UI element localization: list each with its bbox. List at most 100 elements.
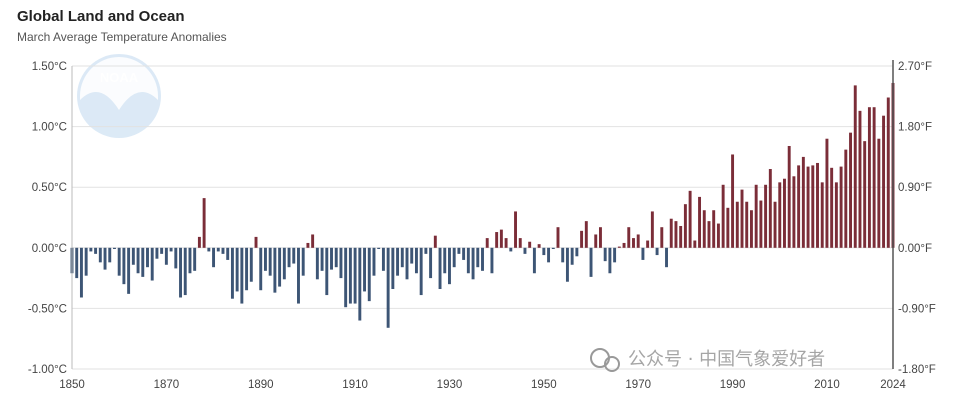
bar-1863: [131, 247, 135, 265]
bar-1862: [127, 247, 131, 294]
bar-1955: [565, 247, 569, 282]
bar-1913: [367, 247, 371, 302]
bar-2013: [839, 166, 843, 248]
bar-1875: [188, 247, 192, 274]
bar-1944: [514, 211, 517, 248]
bar-1877: [197, 236, 201, 248]
bar-2019: [867, 107, 871, 248]
bar-2005: [801, 156, 805, 248]
bar-1974: [655, 247, 659, 256]
bar-1911: [358, 247, 362, 321]
bar-1940: [495, 232, 499, 248]
bar-1962: [598, 227, 602, 248]
bar-1886: [240, 247, 244, 304]
bar-1946: [523, 247, 527, 254]
x-tick-label: 2024: [880, 379, 906, 391]
x-tick-label: 1890: [248, 379, 274, 391]
bar-1861: [122, 247, 126, 285]
bar-2004: [797, 165, 801, 248]
bar-2007: [811, 165, 815, 248]
bar-1873: [179, 247, 182, 298]
y-tick-label-left: 0.00°C: [32, 243, 67, 255]
x-tick-label: 1850: [59, 379, 85, 391]
watermark-text: 公众号 · 中国气象爱好者: [628, 349, 825, 370]
bar-1950: [542, 247, 546, 256]
bar-1888: [249, 247, 253, 282]
bar-1964: [608, 247, 612, 274]
bar-1923: [414, 247, 418, 274]
x-tick-label: 1910: [342, 379, 368, 391]
bar-1999: [773, 201, 777, 248]
bar-1933: [462, 247, 466, 260]
bar-1912: [363, 247, 367, 292]
bar-1902: [315, 247, 319, 280]
bar-1971: [641, 247, 645, 260]
bar-1867: [150, 247, 154, 281]
bar-1909: [348, 247, 352, 304]
bar-1894: [278, 247, 282, 287]
bar-1899: [301, 247, 305, 276]
bar-1958: [580, 230, 584, 248]
bar-1970: [636, 234, 640, 248]
x-tick-label: 1990: [720, 379, 746, 391]
bar-1966: [617, 246, 621, 248]
bar-1965: [613, 247, 617, 263]
bar-2016: [853, 85, 857, 248]
bar-1897: [292, 247, 296, 264]
bar-2018: [863, 141, 867, 248]
bar-1960: [589, 247, 593, 277]
bar-1952: [551, 247, 555, 250]
chart-title: Global Land and Ocean: [17, 8, 185, 25]
bar-1989: [726, 207, 730, 248]
bar-1882: [221, 247, 225, 254]
bar-1883: [226, 247, 230, 260]
bar-1982: [693, 240, 697, 248]
y-tick-label-right: 1.80°F: [898, 122, 932, 134]
bar-2020: [872, 107, 876, 248]
chart-subtitle: March Average Temperature Anomalies: [17, 30, 227, 44]
bar-1995: [754, 184, 758, 248]
y-tick-label-left: -0.50°C: [28, 303, 67, 315]
y-tick-label-left: 1.00°C: [32, 122, 67, 134]
bar-1855: [94, 247, 98, 254]
bar-1880: [212, 247, 216, 268]
bar-1891: [263, 247, 267, 271]
bar-1932: [457, 247, 461, 254]
bar-1991: [735, 201, 739, 248]
bar-1979: [679, 225, 683, 248]
bar-1889: [254, 236, 258, 248]
bar-1935: [471, 247, 475, 280]
bar-1927: [433, 235, 437, 248]
bar-1937: [481, 247, 484, 271]
bar-1987: [716, 223, 720, 248]
bar-1951: [547, 247, 551, 263]
bar-1914: [372, 247, 376, 276]
bar-2006: [806, 166, 810, 248]
bar-2001: [783, 178, 786, 248]
bar-2010: [825, 138, 829, 248]
bar-1977: [669, 218, 673, 248]
bar-1931: [452, 247, 456, 268]
noaa-logo-text: NOAA: [100, 70, 139, 85]
bar-1945: [518, 238, 522, 248]
bar-1967: [622, 242, 626, 248]
bar-1857: [103, 247, 107, 270]
bar-1980: [683, 204, 687, 248]
bar-1956: [570, 247, 574, 265]
bar-1887: [245, 247, 249, 291]
bar-1949: [537, 244, 541, 248]
x-tick-label: 1950: [531, 379, 557, 391]
bar-1934: [466, 247, 470, 274]
bar-1929: [443, 247, 447, 274]
x-tick-label: 1930: [437, 379, 463, 391]
y-tick-label-right: -0.90°F: [898, 303, 936, 315]
bar-1916: [381, 247, 385, 271]
bar-1895: [282, 247, 286, 280]
bar-1959: [584, 221, 588, 248]
bar-1992: [740, 189, 744, 248]
bar-1993: [745, 201, 749, 248]
bar-1870: [164, 247, 168, 265]
bar-1939: [490, 247, 494, 274]
y-tick-label-right: -1.80°F: [898, 364, 936, 376]
bar-1963: [603, 247, 607, 262]
